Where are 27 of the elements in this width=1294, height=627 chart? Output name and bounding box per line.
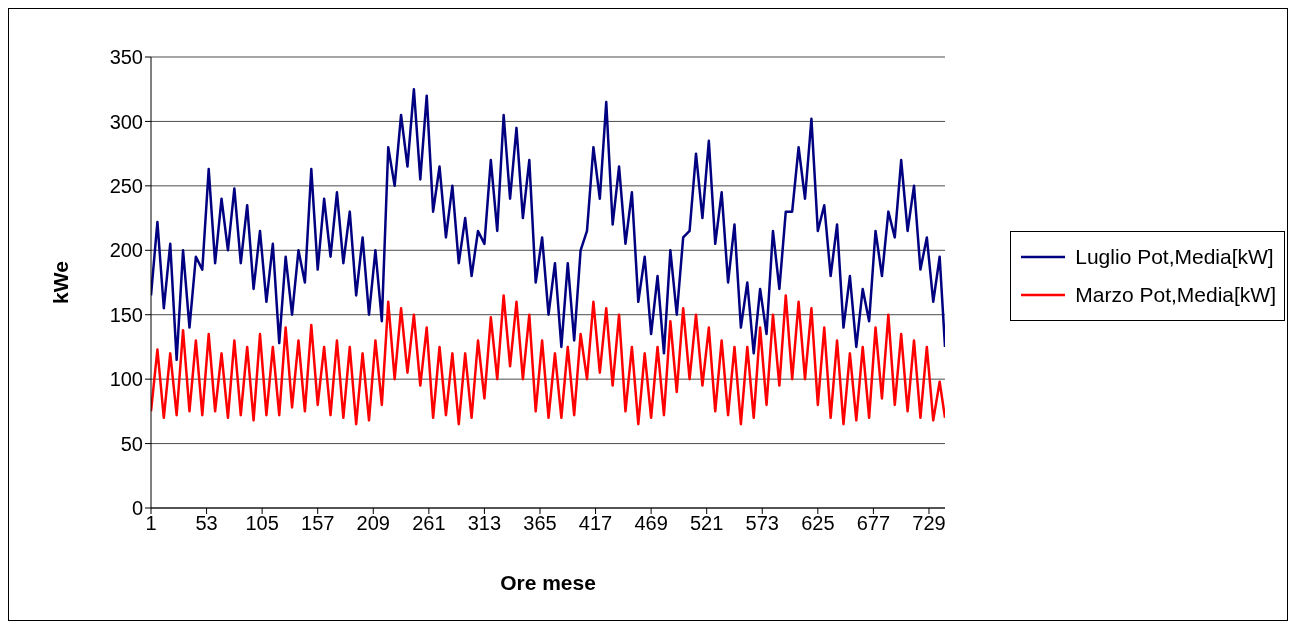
x-tick-label: 53 xyxy=(195,512,218,535)
x-tick-label: 261 xyxy=(412,512,446,535)
x-tick-label: 625 xyxy=(801,512,835,535)
y-tick-label: 0 xyxy=(131,497,143,520)
x-tick-label: 677 xyxy=(856,512,891,535)
y-tick-label: 350 xyxy=(109,46,143,69)
x-tick-label: 365 xyxy=(523,512,557,535)
legend-label: Marzo Pot,Media[kW] xyxy=(1075,282,1276,308)
x-tick-label: 1 xyxy=(145,512,157,535)
y-tick-label: 100 xyxy=(109,368,143,391)
x-axis-title: Ore mese xyxy=(500,571,596,594)
x-tick-label: 729 xyxy=(912,512,946,535)
y-tick-label: 150 xyxy=(109,303,143,326)
x-tick-label: 157 xyxy=(301,512,335,535)
x-tick-label: 417 xyxy=(578,512,613,535)
x-tick-label: 209 xyxy=(356,512,390,535)
y-axis-title: kWe xyxy=(49,261,73,304)
x-tick-label: 105 xyxy=(245,512,279,535)
y-tick-label: 250 xyxy=(109,174,143,197)
x-tick-label: 313 xyxy=(467,512,502,535)
y-tick-label: 300 xyxy=(109,110,143,133)
legend-label: Luglio Pot,Media[kW] xyxy=(1075,244,1274,270)
y-tick-label: 50 xyxy=(120,432,143,455)
x-tick-label: 573 xyxy=(745,512,779,535)
y-tick-label: 200 xyxy=(109,239,143,262)
x-tick-label: 521 xyxy=(690,512,724,535)
x-tick-label: 469 xyxy=(634,512,668,535)
